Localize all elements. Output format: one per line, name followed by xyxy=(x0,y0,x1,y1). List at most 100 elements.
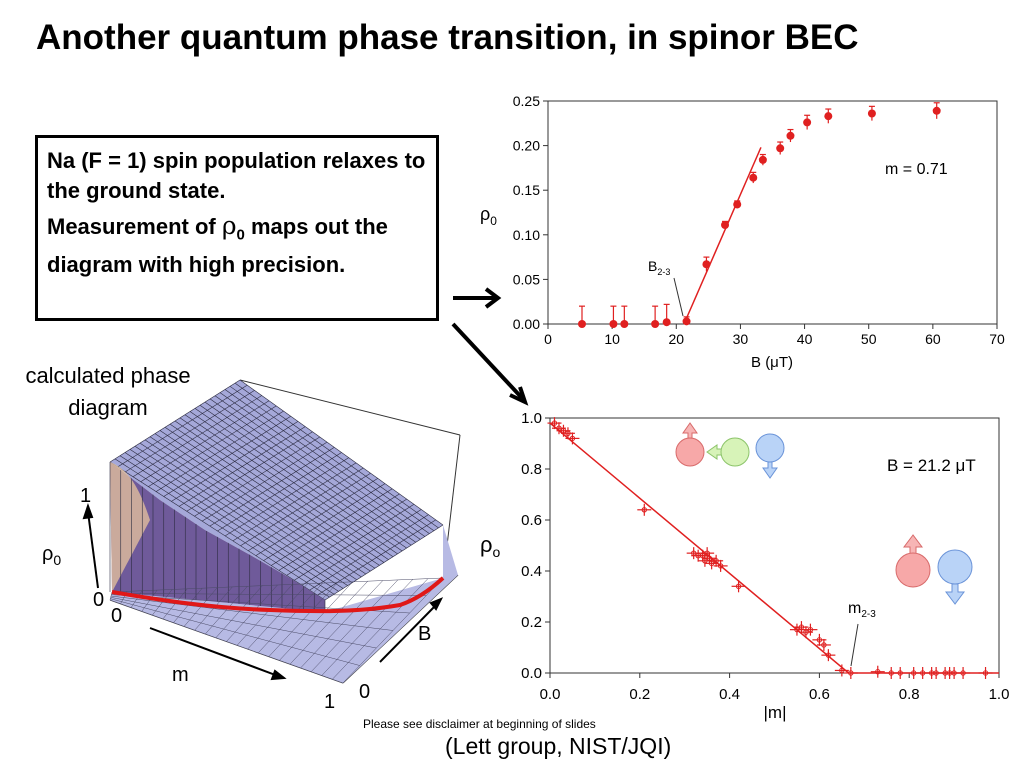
x-tick-label: 30 xyxy=(733,331,749,347)
data-point xyxy=(870,665,885,678)
callout-line-1: Na (F = 1) spin population relaxes to th… xyxy=(47,148,426,203)
b-arrowhead xyxy=(429,597,444,611)
chart1-annotation: m = 0.71 xyxy=(885,161,948,178)
slide-title: Another quantum phase transition, in spi… xyxy=(36,18,859,57)
data-point xyxy=(662,303,671,327)
rho-arrowhead xyxy=(82,502,94,520)
data-point xyxy=(803,623,818,636)
phase-surface-mesh xyxy=(109,379,444,601)
chart1-marker-label: B2-3 xyxy=(648,258,670,277)
rho-axis-label: ρ0 xyxy=(42,543,61,568)
spin-down-large-icon xyxy=(937,549,973,605)
data-point xyxy=(749,171,758,184)
y-tick-label: 0.8 xyxy=(521,461,542,478)
data-point xyxy=(824,108,833,124)
data-point xyxy=(713,559,728,572)
x-tick-label: 0.6 xyxy=(809,686,830,703)
rho-tick-top: 1 xyxy=(80,485,91,507)
data-point xyxy=(816,638,831,651)
data-point xyxy=(978,667,993,679)
b-axis-arrow xyxy=(379,603,438,663)
y-tick-label: 0.15 xyxy=(513,182,540,198)
data-point xyxy=(821,649,836,662)
data-point xyxy=(651,305,660,328)
disclaimer-text: Please see disclaimer at beginning of sl… xyxy=(363,717,596,731)
x-tick-label: 0.4 xyxy=(719,686,740,703)
chart1-frame xyxy=(547,100,998,325)
y-tick-label: 0.6 xyxy=(521,512,542,529)
fit-line xyxy=(683,147,762,325)
y-tick-label: 0.2 xyxy=(521,614,542,631)
m-arrowhead xyxy=(270,669,287,681)
m-tick-end: 1 xyxy=(324,691,335,713)
x-tick-label: 60 xyxy=(925,331,941,347)
callout-line-2: Measurement of ρ0 maps out the diagram w… xyxy=(47,211,388,278)
chart2-y-axis-label: ρo xyxy=(480,532,501,560)
chart2-marker-label: m2-3 xyxy=(848,600,876,620)
x-tick-label: 0.0 xyxy=(540,686,561,703)
y-tick-label: 1.0 xyxy=(521,410,542,427)
credit-text: (Lett group, NIST/JQI) xyxy=(445,733,672,759)
phase-wall-mesh xyxy=(109,462,326,612)
spin-up-icon xyxy=(675,422,705,467)
x-tick-label: 40 xyxy=(797,331,813,347)
rho-axis-arrow xyxy=(87,511,99,589)
x-tick-label: 0 xyxy=(544,331,552,347)
y-tick-label: 0.0 xyxy=(521,665,542,682)
spin-state-icon-group-1 xyxy=(675,422,785,479)
y-tick-label: 0.4 xyxy=(521,563,542,580)
calculated-phase-diagram-label: calculated phase diagram xyxy=(25,363,191,420)
chart1-x-axis-label: B (μT) xyxy=(751,354,793,371)
data-point xyxy=(867,105,876,121)
data-point xyxy=(733,200,742,209)
chart2-frame xyxy=(549,417,1000,674)
data-point xyxy=(956,667,971,679)
data-point xyxy=(834,664,849,677)
data-point xyxy=(721,220,730,229)
x-tick-label: 1.0 xyxy=(989,686,1010,703)
phase-boundary-curve xyxy=(111,576,445,614)
y-tick-label: 0.10 xyxy=(513,227,540,243)
b-axis-label: B xyxy=(418,623,431,645)
phase-surface-glow xyxy=(110,462,150,592)
spin-state-icon-group-2 xyxy=(895,534,973,605)
spin-down-icon xyxy=(755,433,785,479)
data-point xyxy=(637,503,652,516)
chart1-marker-leader xyxy=(673,277,684,317)
chart2-annotation: B = 21.2 μT xyxy=(887,456,976,475)
x-tick-label: 70 xyxy=(989,331,1005,347)
data-point xyxy=(803,114,812,130)
spin-up-large-icon xyxy=(895,534,931,588)
data-point xyxy=(758,153,767,166)
x-tick-label: 0.8 xyxy=(899,686,920,703)
m-axis-label: m xyxy=(172,664,189,686)
phase-floor-mesh xyxy=(109,577,444,684)
chart2-marker-leader xyxy=(850,623,859,667)
data-point xyxy=(577,305,586,328)
data-point xyxy=(565,432,580,445)
data-point xyxy=(682,316,691,326)
data-point xyxy=(932,102,941,119)
y-tick-label: 0.25 xyxy=(513,93,540,109)
data-point xyxy=(776,141,785,155)
data-point xyxy=(609,305,618,328)
data-point xyxy=(893,667,908,679)
x-tick-label: 50 xyxy=(861,331,877,347)
x-tick-label: 0.2 xyxy=(629,686,650,703)
rho-tick-bottom: 0 xyxy=(93,589,104,611)
chart1-y-axis-label: ρ0 xyxy=(480,204,497,228)
callout-box: Na (F = 1) spin population relaxes to th… xyxy=(35,135,439,321)
m-axis-arrow xyxy=(149,627,279,677)
data-point xyxy=(620,305,629,328)
chart2-x-axis-label: |m| xyxy=(764,703,787,722)
m-tick-start: 0 xyxy=(111,605,122,627)
y-tick-label: 0.20 xyxy=(513,138,540,154)
data-point xyxy=(786,128,795,143)
y-tick-label: 0.00 xyxy=(513,316,540,332)
x-tick-label: 20 xyxy=(668,331,684,347)
data-point xyxy=(702,256,711,272)
